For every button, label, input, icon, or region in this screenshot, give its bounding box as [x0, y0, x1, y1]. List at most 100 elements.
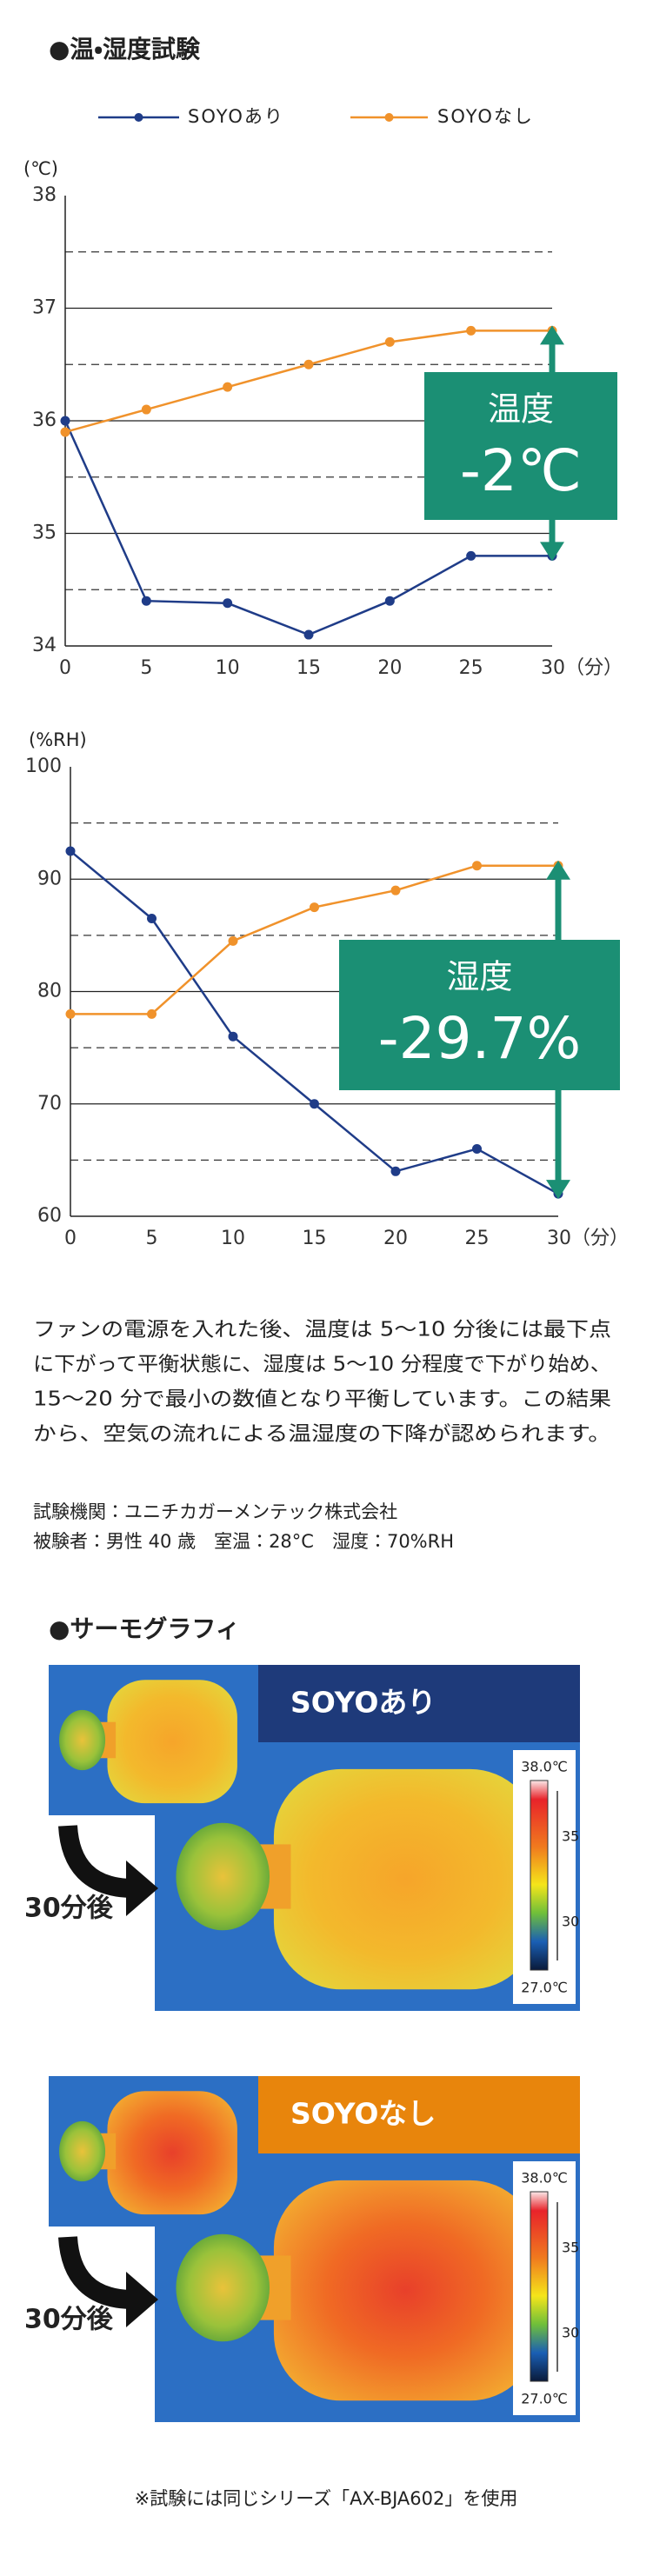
- after-label: 30分後: [24, 1894, 114, 1924]
- curved-arrow-head: [126, 2272, 158, 2327]
- data-point: [466, 550, 476, 561]
- data-point: [303, 629, 314, 640]
- banner-label: SOYOなし: [290, 2097, 436, 2131]
- legend-marker: [384, 113, 394, 122]
- data-point: [472, 1143, 482, 1154]
- y-tick-label: 100: [25, 755, 62, 777]
- legend-label: SOYOなし: [437, 106, 534, 127]
- scale-label: 27.0℃: [521, 1980, 568, 1996]
- data-point: [390, 885, 401, 895]
- x-tick-label: 25: [459, 657, 483, 679]
- y-tick-label: 70: [37, 1093, 62, 1115]
- x-tick-label: 20: [377, 657, 402, 679]
- paragraph-line: に下がって平衡状態に、湿度は 5〜10 分程度で下がり始め、: [33, 1354, 611, 1376]
- data-point: [310, 902, 319, 913]
- paragraph-line: から、空気の流れによる温湿度の下降が認められます。: [33, 1423, 611, 1446]
- y-tick-label: 36: [32, 409, 57, 431]
- y-tick-label: 80: [37, 981, 62, 1002]
- legend-label: SOYOあり: [188, 106, 284, 127]
- thermo-body: [273, 2180, 538, 2401]
- y-axis-label: (%RH): [29, 729, 87, 750]
- y-tick-label: 90: [37, 868, 62, 889]
- annotation-box: [424, 372, 617, 520]
- legend: SOYOあり SOYOなし: [98, 106, 534, 127]
- thermo-body: [107, 1680, 237, 1804]
- x-tick-label: 30（分）: [547, 1228, 629, 1249]
- curved-arrow: [58, 2236, 131, 2309]
- condition-line: 試験機関：ユニチカガーメンテック株式会社: [33, 1501, 397, 1522]
- annotation-value: -29.7%: [378, 1005, 581, 1072]
- annotation-label: 湿度: [446, 958, 512, 996]
- y-tick-label: 60: [37, 1205, 62, 1227]
- x-tick-label: 0: [64, 1228, 77, 1249]
- scale-label: 30: [562, 2325, 579, 2341]
- x-tick-label: 15: [297, 657, 321, 679]
- banner: [258, 2076, 580, 2153]
- x-tick-label: 20: [383, 1228, 408, 1249]
- data-point: [65, 846, 76, 856]
- data-point: [384, 336, 395, 347]
- x-tick-label: 10: [216, 657, 240, 679]
- data-point: [310, 1099, 319, 1109]
- annotation-value: -2℃: [460, 437, 582, 504]
- data-point: [147, 913, 157, 923]
- after-label: 30分後: [24, 2305, 114, 2335]
- data-point: [60, 416, 70, 426]
- x-tick-label: 5: [146, 1228, 158, 1249]
- annotation-arrow-head: [540, 325, 564, 345]
- data-point: [466, 325, 476, 336]
- annotation-arrow-head: [546, 1180, 570, 1200]
- y-tick-label: 35: [32, 523, 57, 544]
- scale-label: 38.0℃: [521, 2170, 568, 2187]
- curved-arrow: [58, 1825, 131, 1898]
- scale-label: 35: [562, 2240, 579, 2256]
- thermo-head: [59, 2120, 106, 2182]
- x-tick-label: 5: [140, 657, 152, 679]
- data-point: [60, 427, 70, 437]
- condition-line: 被験者：男性 40 歳 室温：28°C 湿度：70%RH: [33, 1531, 454, 1552]
- data-point: [390, 1166, 401, 1176]
- data-point: [228, 935, 238, 946]
- data-point: [472, 861, 482, 871]
- legend-marker: [134, 113, 143, 122]
- data-point: [384, 596, 395, 606]
- x-tick-label: 15: [303, 1228, 327, 1249]
- data-point: [141, 596, 151, 606]
- section-heading: ●サーモグラフィ: [49, 1614, 240, 1643]
- scale-label: 38.0℃: [521, 1759, 568, 1775]
- annotation-box: [339, 940, 620, 1090]
- banner-label: SOYOあり: [290, 1686, 436, 1720]
- y-tick-label: 34: [32, 635, 57, 656]
- footnote: ※試験には同じシリーズ「AX-BJA602」を使用: [135, 2488, 518, 2509]
- annotation-arrow-head: [546, 860, 570, 880]
- data-point: [228, 1031, 238, 1042]
- scale-label: 30: [562, 1914, 579, 1930]
- x-tick-label: 25: [465, 1228, 490, 1249]
- section-heading: ●温・湿度試験: [49, 35, 201, 63]
- data-point: [65, 1008, 76, 1019]
- annotation-arrow-head: [540, 542, 564, 562]
- thermo-head: [176, 2233, 270, 2342]
- scale-bar: [530, 2191, 549, 2382]
- y-tick-label: 37: [32, 297, 57, 319]
- scale-bar: [530, 1780, 549, 1971]
- paragraph-line: 15〜20 分で最小の数値となり平衡しています。この結果: [33, 1388, 611, 1411]
- data-point: [303, 359, 314, 369]
- x-tick-label: 30（分）: [541, 657, 623, 679]
- data-point: [141, 404, 151, 415]
- thermo-head: [176, 1822, 270, 1931]
- thermo-body: [273, 1768, 538, 1990]
- data-point: [147, 1008, 157, 1019]
- scale-label: 27.0℃: [521, 2391, 568, 2407]
- paragraph-line: ファンの電源を入れた後、温度は 5〜10 分後には最下点: [33, 1319, 611, 1341]
- data-point: [223, 382, 233, 392]
- x-tick-label: 0: [59, 657, 71, 679]
- banner: [258, 1665, 580, 1742]
- x-tick-label: 10: [221, 1228, 245, 1249]
- data-point: [223, 598, 233, 609]
- y-axis-label: (℃): [23, 158, 58, 179]
- thermo-body: [107, 2091, 237, 2215]
- curved-arrow-head: [126, 1860, 158, 1916]
- y-tick-label: 38: [32, 184, 57, 206]
